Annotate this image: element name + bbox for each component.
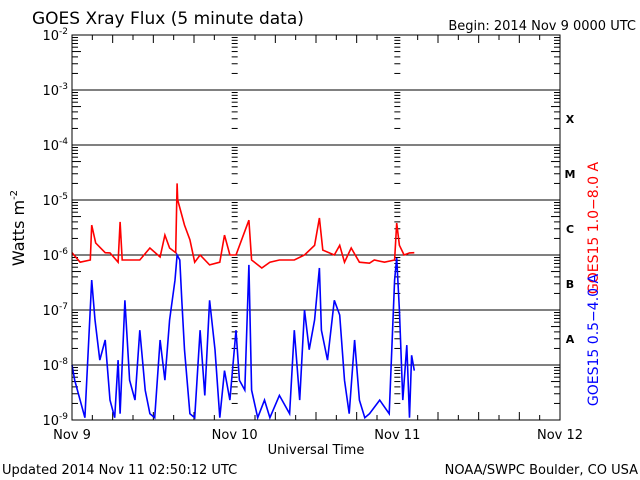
y-tick-exp: -6 xyxy=(59,247,68,257)
svg-text:Watts m-2: Watts m-2 xyxy=(9,190,28,266)
legend-series-short: GOES15 0.5−4.0 A xyxy=(586,274,602,407)
y-tick-exp: -9 xyxy=(59,412,68,422)
plot-frame xyxy=(71,34,561,421)
flare-class-label: M xyxy=(565,168,576,181)
series-line-short xyxy=(71,252,416,421)
chart-title: GOES Xray Flux (5 minute data) xyxy=(32,9,304,29)
legend-short: GOES15 0.5−4.0 A xyxy=(586,274,602,407)
series-group xyxy=(71,183,416,421)
y-tick-base: 10 xyxy=(42,249,59,264)
y-tick-base: 10 xyxy=(42,84,59,99)
series-line-long xyxy=(71,183,415,269)
legend-series-long: GOES15 1.0−8.0 A xyxy=(586,162,602,295)
y-tick-base: 10 xyxy=(42,139,59,154)
flare-class-labels: X M C B A xyxy=(565,113,576,346)
y-tick-exp: -5 xyxy=(59,192,68,202)
y-tick-label: 10-5 xyxy=(42,192,68,209)
flare-class-label: C xyxy=(566,223,574,236)
y-tick-base: 10 xyxy=(42,359,59,374)
y-tick-exp: -8 xyxy=(59,357,68,367)
legend-long: GOES15 1.0−8.0 A xyxy=(586,162,602,295)
y-tick-labels: 10-210-310-410-510-610-710-810-9 xyxy=(42,27,68,429)
y-tick-base: 10 xyxy=(42,414,59,429)
y-tick-exp: -3 xyxy=(59,82,68,92)
y-tick-label: 10-3 xyxy=(42,82,68,99)
x-tick-label: Nov 9 xyxy=(53,428,91,443)
y-tick-base: 10 xyxy=(42,194,59,209)
x-tick-label: Nov 10 xyxy=(212,428,258,443)
y-axis-label-sup: -2 xyxy=(9,190,20,200)
x-tick-label: Nov 12 xyxy=(537,428,583,443)
flare-class-label: B xyxy=(566,278,574,291)
y-tick-exp: -2 xyxy=(59,27,68,37)
y-tick-exp: -7 xyxy=(59,302,68,312)
y-tick-label: 10-6 xyxy=(42,247,68,264)
y-tick-label: 10-4 xyxy=(42,137,68,154)
x-tick-labels: Nov 9 Nov 10 Nov 11 Nov 12 xyxy=(53,428,583,443)
x-axis-label: Universal Time xyxy=(268,443,365,458)
y-tick-label: 10-9 xyxy=(42,412,68,429)
y-tick-base: 10 xyxy=(42,29,59,44)
y-tick-label: 10-2 xyxy=(42,27,68,44)
credit-label: NOAA/SWPC Boulder, CO USA xyxy=(445,463,638,478)
y-tick-label: 10-7 xyxy=(42,302,68,319)
begin-label: Begin: 2014 Nov 9 0000 UTC xyxy=(448,19,636,34)
y-tick-label: 10-8 xyxy=(42,357,68,374)
y-tick-exp: -4 xyxy=(59,137,68,147)
flare-class-label: A xyxy=(566,333,575,346)
y-axis-label: Watts m-2 xyxy=(9,190,28,266)
y-tick-base: 10 xyxy=(42,304,59,319)
y-axis-label-text: Watts m xyxy=(9,200,28,266)
flare-class-label: X xyxy=(566,113,575,126)
grid xyxy=(72,34,560,421)
x-tick-label: Nov 11 xyxy=(374,428,420,443)
updated-timestamp: Updated 2014 Nov 11 02:50:12 UTC xyxy=(2,463,237,478)
